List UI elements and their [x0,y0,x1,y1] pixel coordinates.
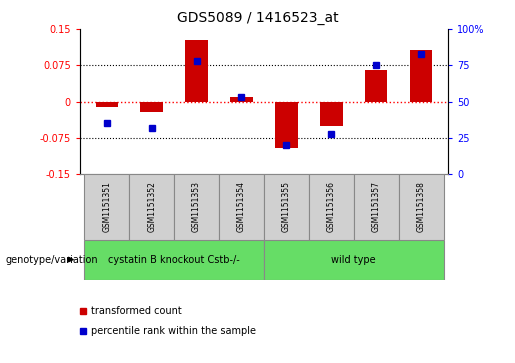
Bar [141,102,163,112]
Text: GSM1151354: GSM1151354 [237,182,246,232]
Text: GSM1151357: GSM1151357 [372,182,381,232]
Text: GSM1151351: GSM1151351 [102,182,111,232]
Text: GSM1151352: GSM1151352 [147,182,156,232]
Bar [219,174,264,240]
Bar [264,240,443,280]
Text: genotype/variation: genotype/variation [5,254,98,265]
Bar [399,174,443,240]
Text: GSM1151353: GSM1151353 [192,182,201,232]
Bar [80,328,86,334]
Bar [365,70,387,102]
Bar [96,102,118,107]
Bar [320,102,342,126]
Text: percentile rank within the sample: percentile rank within the sample [91,326,256,336]
Bar [84,174,129,240]
Bar [354,174,399,240]
Bar [275,102,298,148]
Text: cystatin B knockout Cstb-/-: cystatin B knockout Cstb-/- [108,254,240,265]
Bar [410,50,432,102]
Bar [230,97,253,102]
Text: GSM1151355: GSM1151355 [282,182,291,232]
Bar [84,240,264,280]
Text: wild type: wild type [332,254,376,265]
Bar [80,308,86,314]
Bar [264,174,309,240]
Bar [309,174,354,240]
Bar [185,40,208,102]
Text: GDS5089 / 1416523_at: GDS5089 / 1416523_at [177,11,338,25]
Bar [129,174,174,240]
Text: transformed count: transformed count [91,306,182,316]
Text: GSM1151358: GSM1151358 [417,182,425,232]
Text: GSM1151356: GSM1151356 [327,182,336,232]
Bar [174,174,219,240]
